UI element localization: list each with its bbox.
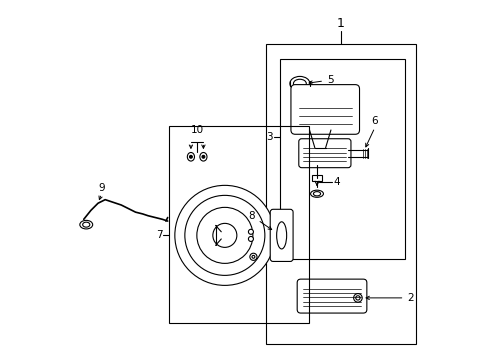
Circle shape — [353, 294, 362, 302]
Circle shape — [248, 229, 253, 234]
Text: 2: 2 — [366, 293, 413, 303]
FancyBboxPatch shape — [298, 139, 350, 168]
Circle shape — [248, 237, 253, 242]
Circle shape — [249, 253, 257, 260]
Text: 5: 5 — [308, 75, 333, 85]
Ellipse shape — [310, 190, 323, 197]
Text: 6: 6 — [371, 116, 377, 126]
Bar — [280, 59, 405, 258]
Text: 8: 8 — [248, 211, 271, 230]
Ellipse shape — [187, 153, 194, 161]
FancyBboxPatch shape — [270, 209, 292, 261]
Ellipse shape — [289, 76, 309, 91]
Circle shape — [202, 156, 204, 158]
Circle shape — [212, 223, 236, 247]
Text: 10: 10 — [190, 125, 203, 135]
Text: 3: 3 — [266, 132, 272, 142]
Bar — [169, 126, 308, 323]
Circle shape — [189, 156, 192, 158]
Text: 1: 1 — [336, 17, 344, 30]
Text: 7: 7 — [155, 230, 162, 240]
Ellipse shape — [80, 220, 93, 229]
Circle shape — [175, 185, 274, 285]
FancyBboxPatch shape — [297, 279, 366, 313]
Bar — [265, 44, 415, 344]
Bar — [311, 175, 322, 181]
Ellipse shape — [200, 153, 206, 161]
Text: 9: 9 — [98, 183, 105, 193]
FancyBboxPatch shape — [290, 85, 359, 134]
Ellipse shape — [276, 222, 286, 249]
Text: 4: 4 — [332, 177, 339, 187]
